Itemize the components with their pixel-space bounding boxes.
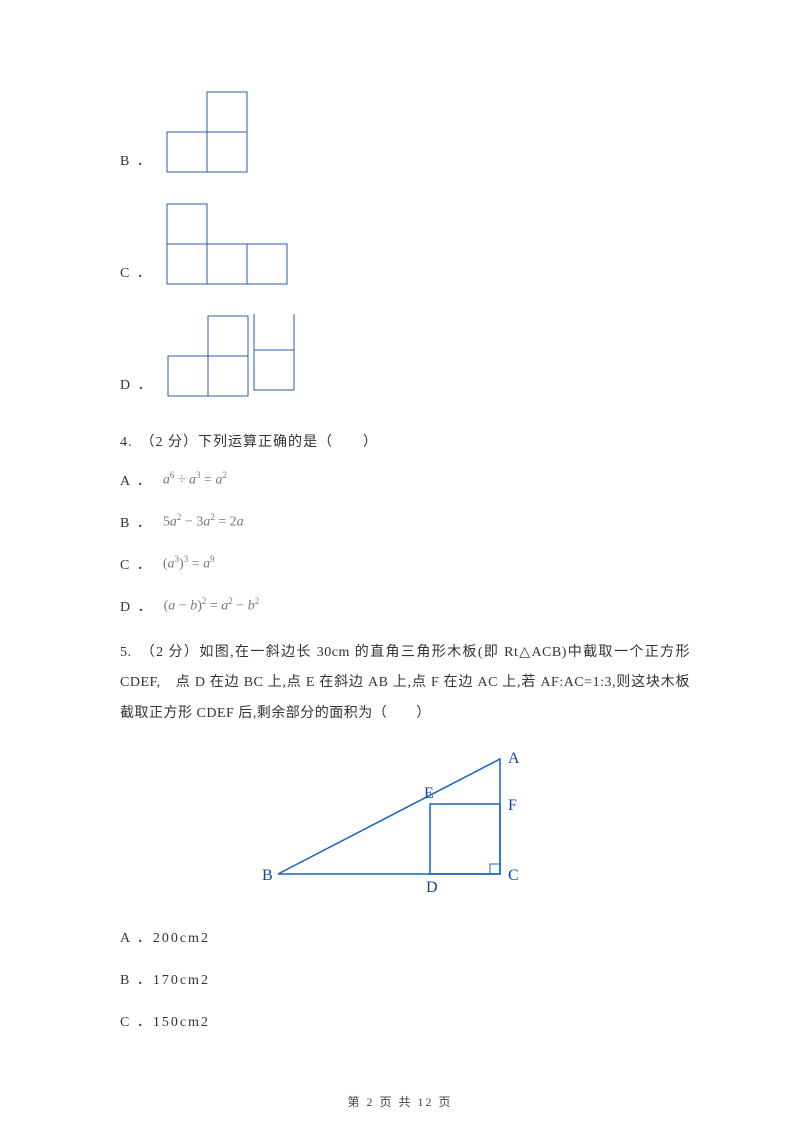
shape-c-figure [165, 202, 289, 286]
svg-text:F: F [508, 797, 517, 814]
q5-c-label: C ． [120, 1015, 153, 1030]
q4-text: 4. （2 分）下列运算正确的是（ ） [120, 426, 700, 460]
q4-option-a: A ． a6 ÷ a3 = a2 [120, 470, 700, 490]
q5-option-a: A ．200cm2 [120, 927, 700, 947]
q3-option-d: D ． [120, 314, 700, 398]
q4-b-math: 5a2 − 3a2 = 2a [163, 512, 244, 531]
page-container: B ． C ． D ． 4. （2 分）下列运算正确的是（ ） A ． a6 ÷… [0, 0, 800, 1132]
q4-c-math: (a3)3 = a9 [163, 554, 215, 573]
svg-text:C: C [508, 867, 519, 884]
q5-option-c: C ．150cm2 [120, 1011, 700, 1031]
q5-a-text: 200cm2 [153, 931, 210, 946]
shape-d-figure [166, 314, 298, 398]
q4-a-math: a6 ÷ a3 = a2 [163, 470, 227, 489]
option-b-label: B ． [120, 150, 153, 170]
q5-option-b: B ．170cm2 [120, 969, 700, 989]
q4-d-math: (a − b)2 = a2 − b2 [164, 596, 260, 615]
page-footer: 第 2 页 共 12 页 [100, 1093, 700, 1110]
q3-option-c: C ． [120, 202, 700, 286]
shape-b-figure [165, 90, 249, 174]
q4-option-d: D ． (a − b)2 = a2 − b2 [120, 596, 700, 616]
option-c-label: C ． [120, 262, 153, 282]
svg-text:E: E [424, 785, 434, 802]
svg-text:A: A [508, 750, 520, 767]
svg-text:B: B [262, 867, 273, 884]
q5-b-text: 170cm2 [153, 973, 210, 988]
q4-a-label: A ． [120, 470, 153, 490]
option-d-label: D ． [120, 374, 154, 394]
q5-text: 5. （2 分）如图,在一斜边长 30cm 的直角三角形木板(即 Rt△ACB)… [120, 638, 690, 730]
q5-a-label: A ． [120, 931, 153, 946]
q4-b-label: B ． [120, 512, 153, 532]
q5-triangle-diagram: A F C D E B [260, 744, 540, 904]
q5-figure-wrap: A F C D E B [100, 744, 700, 909]
q5-c-text: 150cm2 [153, 1015, 210, 1030]
svg-text:D: D [426, 879, 438, 896]
q4-c-label: C ． [120, 554, 153, 574]
q4-option-c: C ． (a3)3 = a9 [120, 554, 700, 574]
q5-b-label: B ． [120, 973, 153, 988]
q3-option-b: B ． [120, 90, 700, 174]
q4-option-b: B ． 5a2 − 3a2 = 2a [120, 512, 700, 532]
q4-d-label: D ． [120, 596, 154, 616]
